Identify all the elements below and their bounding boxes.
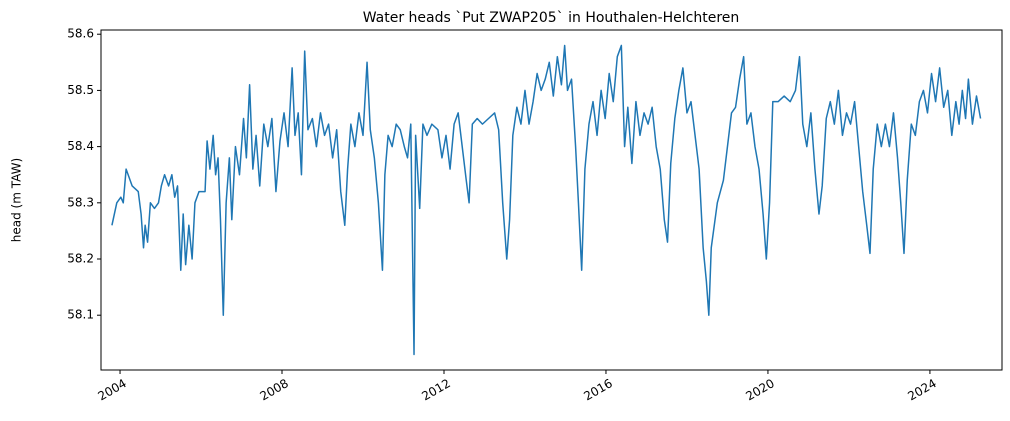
x-tick-label: 2020 (743, 376, 776, 403)
y-tick-label: 58.6 (67, 27, 94, 41)
x-tick-label: 2012 (419, 376, 452, 403)
y-tick-label: 58.2 (67, 252, 94, 266)
x-tick-label: 2008 (257, 376, 290, 403)
y-tick-label: 58.4 (67, 139, 94, 153)
x-tick-label: 2016 (581, 376, 614, 403)
x-tick-label: 2024 (905, 376, 938, 403)
x-tick-label: 2004 (95, 376, 128, 403)
chart-title: Water heads `Put ZWAP205` in Houthalen-H… (363, 10, 740, 26)
y-tick-label: 58.1 (67, 308, 94, 322)
y-axis-label: head (m TAW) (10, 158, 24, 242)
y-tick-label: 58.5 (67, 83, 94, 97)
y-tick-label: 58.3 (67, 195, 94, 209)
data-line (111, 44, 982, 356)
